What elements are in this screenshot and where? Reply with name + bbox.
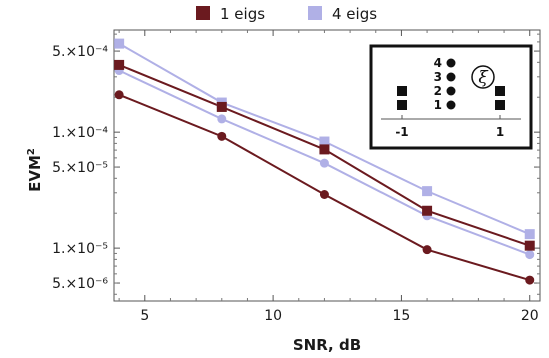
y-tick-label: 5.×10⁻⁵ — [52, 160, 108, 176]
y-axis-label: EVM2 — [26, 148, 44, 192]
square-marker — [114, 38, 125, 49]
inset-square — [397, 100, 407, 110]
inset-circle — [446, 72, 456, 82]
circle-marker — [525, 275, 535, 285]
y-axis-label-group: EVM2 — [26, 148, 44, 192]
square-marker — [319, 144, 330, 155]
inset-circle-label: 4 — [434, 56, 442, 70]
inset-circle-label: 2 — [434, 84, 442, 98]
square-marker — [422, 186, 433, 197]
inset-circle-label: 1 — [434, 98, 442, 112]
series-markers — [114, 38, 535, 285]
inset-symbol: ξ — [478, 68, 489, 88]
x-tick-label: 20 — [521, 308, 539, 324]
circle-marker — [319, 189, 329, 199]
x-axis-ticks: 5 10 15 20 — [118, 30, 539, 324]
square-marker — [319, 136, 330, 147]
y-tick-label: 5.×10⁻⁶ — [52, 276, 108, 292]
square-marker — [422, 205, 433, 216]
inset-square — [495, 86, 505, 96]
y-axis-label-base: EVM — [26, 155, 44, 192]
inset-square — [495, 100, 505, 110]
x-tick-label: 15 — [393, 308, 411, 324]
y-tick-label: 1.×10⁻⁴ — [52, 125, 108, 141]
x-axis-label: SNR, dB — [293, 336, 361, 354]
square-marker — [524, 240, 535, 251]
y-axis-label-exponent: 2 — [26, 148, 37, 155]
inset-circle-label: 3 — [434, 70, 442, 84]
legend: 1 eigs 4 eigs — [196, 5, 377, 23]
square-marker — [114, 59, 125, 70]
inset-circle — [446, 100, 456, 110]
inset-square — [397, 86, 407, 96]
inset-circle — [446, 86, 456, 96]
legend-label: 1 eigs — [220, 5, 265, 23]
circle-marker — [319, 158, 329, 168]
circle-marker — [217, 131, 227, 141]
plot-frame — [113, 29, 541, 302]
circle-marker — [525, 250, 535, 260]
legend-label: 4 eigs — [332, 5, 377, 23]
x-tick-label: 10 — [264, 308, 282, 324]
x-tick-label: 5 — [140, 308, 149, 324]
inset-circle — [446, 58, 456, 68]
y-tick-label: 1.×10⁻⁵ — [52, 241, 108, 257]
legend-swatch — [308, 6, 322, 20]
legend-swatch — [196, 6, 210, 20]
circle-marker — [114, 90, 124, 100]
square-marker — [216, 101, 227, 112]
square-marker — [524, 229, 535, 240]
y-axis-ticks: 5.×10⁻⁴ 1.×10⁻⁴ 5.×10⁻⁵ 1.×10⁻⁵ 5.×10⁻⁶ — [52, 33, 540, 295]
circle-marker — [422, 245, 432, 255]
y-tick-label: 5.×10⁻⁴ — [52, 44, 108, 60]
inset-tick-label: 1 — [496, 125, 504, 139]
circle-marker — [217, 114, 227, 124]
inset-tick-label: -1 — [395, 125, 408, 139]
inset-symbol-ring — [471, 65, 495, 89]
